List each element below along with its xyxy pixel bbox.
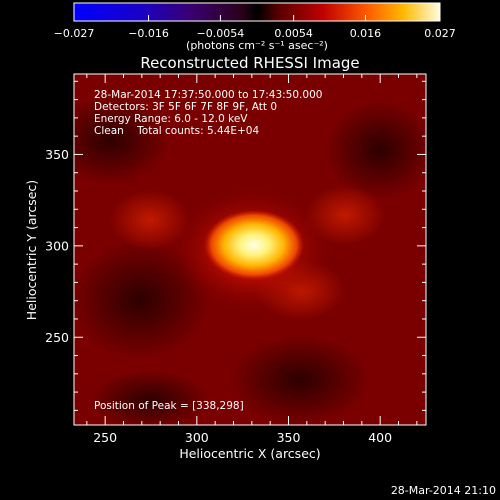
colorbar-tick-label: −0.0054 <box>197 27 245 40</box>
annotation-time-range: 28-Mar-2014 17:37:50.000 to 17:43:50.000 <box>94 89 322 101</box>
x-axis-label: Heliocentric X (arcsec) <box>179 446 320 461</box>
footer-timestamp: 28-Mar-2014 21:10 <box>391 484 496 497</box>
chart-title: Reconstructed RHESSI Image <box>140 54 359 72</box>
annotation-energy-range: Energy Range: 6.0 - 12.0 keV <box>94 113 248 125</box>
y-tick-label: 250 <box>45 330 69 345</box>
heatmap-image <box>74 74 426 425</box>
x-tick-label: 350 <box>277 430 301 445</box>
colorbar-tick-label: 0.0054 <box>274 27 313 40</box>
colorbar <box>73 2 441 22</box>
x-tick-label: 250 <box>93 430 117 445</box>
colorbar-tick-label: 0.027 <box>424 27 456 40</box>
peak-position-label: Position of Peak = [338,298] <box>94 400 244 412</box>
axis-ticks: 250 300 350 400 250 300 350 <box>45 74 426 445</box>
plot-frame <box>73 73 427 426</box>
annotation-detectors: Detectors: 3F 5F 6F 7F 8F 9F, Att 0 <box>94 101 277 113</box>
colorbar-ticks: −0.027 −0.016 −0.0054 0.0054 0.016 0.027 <box>54 15 456 40</box>
y-tick-label: 350 <box>45 147 69 162</box>
colorbar-tick-label: −0.016 <box>128 27 169 40</box>
colorbar-tick-label: 0.016 <box>350 27 382 40</box>
annotation-clean-counts: Clean Total counts: 5.44E+04 <box>94 125 259 137</box>
colorbar-unit-label: (photons cm⁻² s⁻¹ asec⁻²) <box>186 39 328 52</box>
x-tick-label: 400 <box>368 430 392 445</box>
y-tick-label: 300 <box>45 238 69 253</box>
x-tick-label: 300 <box>185 430 209 445</box>
colorbar-tick-label: −0.027 <box>54 27 95 40</box>
y-axis-label: Heliocentric Y (arcsec) <box>24 180 39 320</box>
